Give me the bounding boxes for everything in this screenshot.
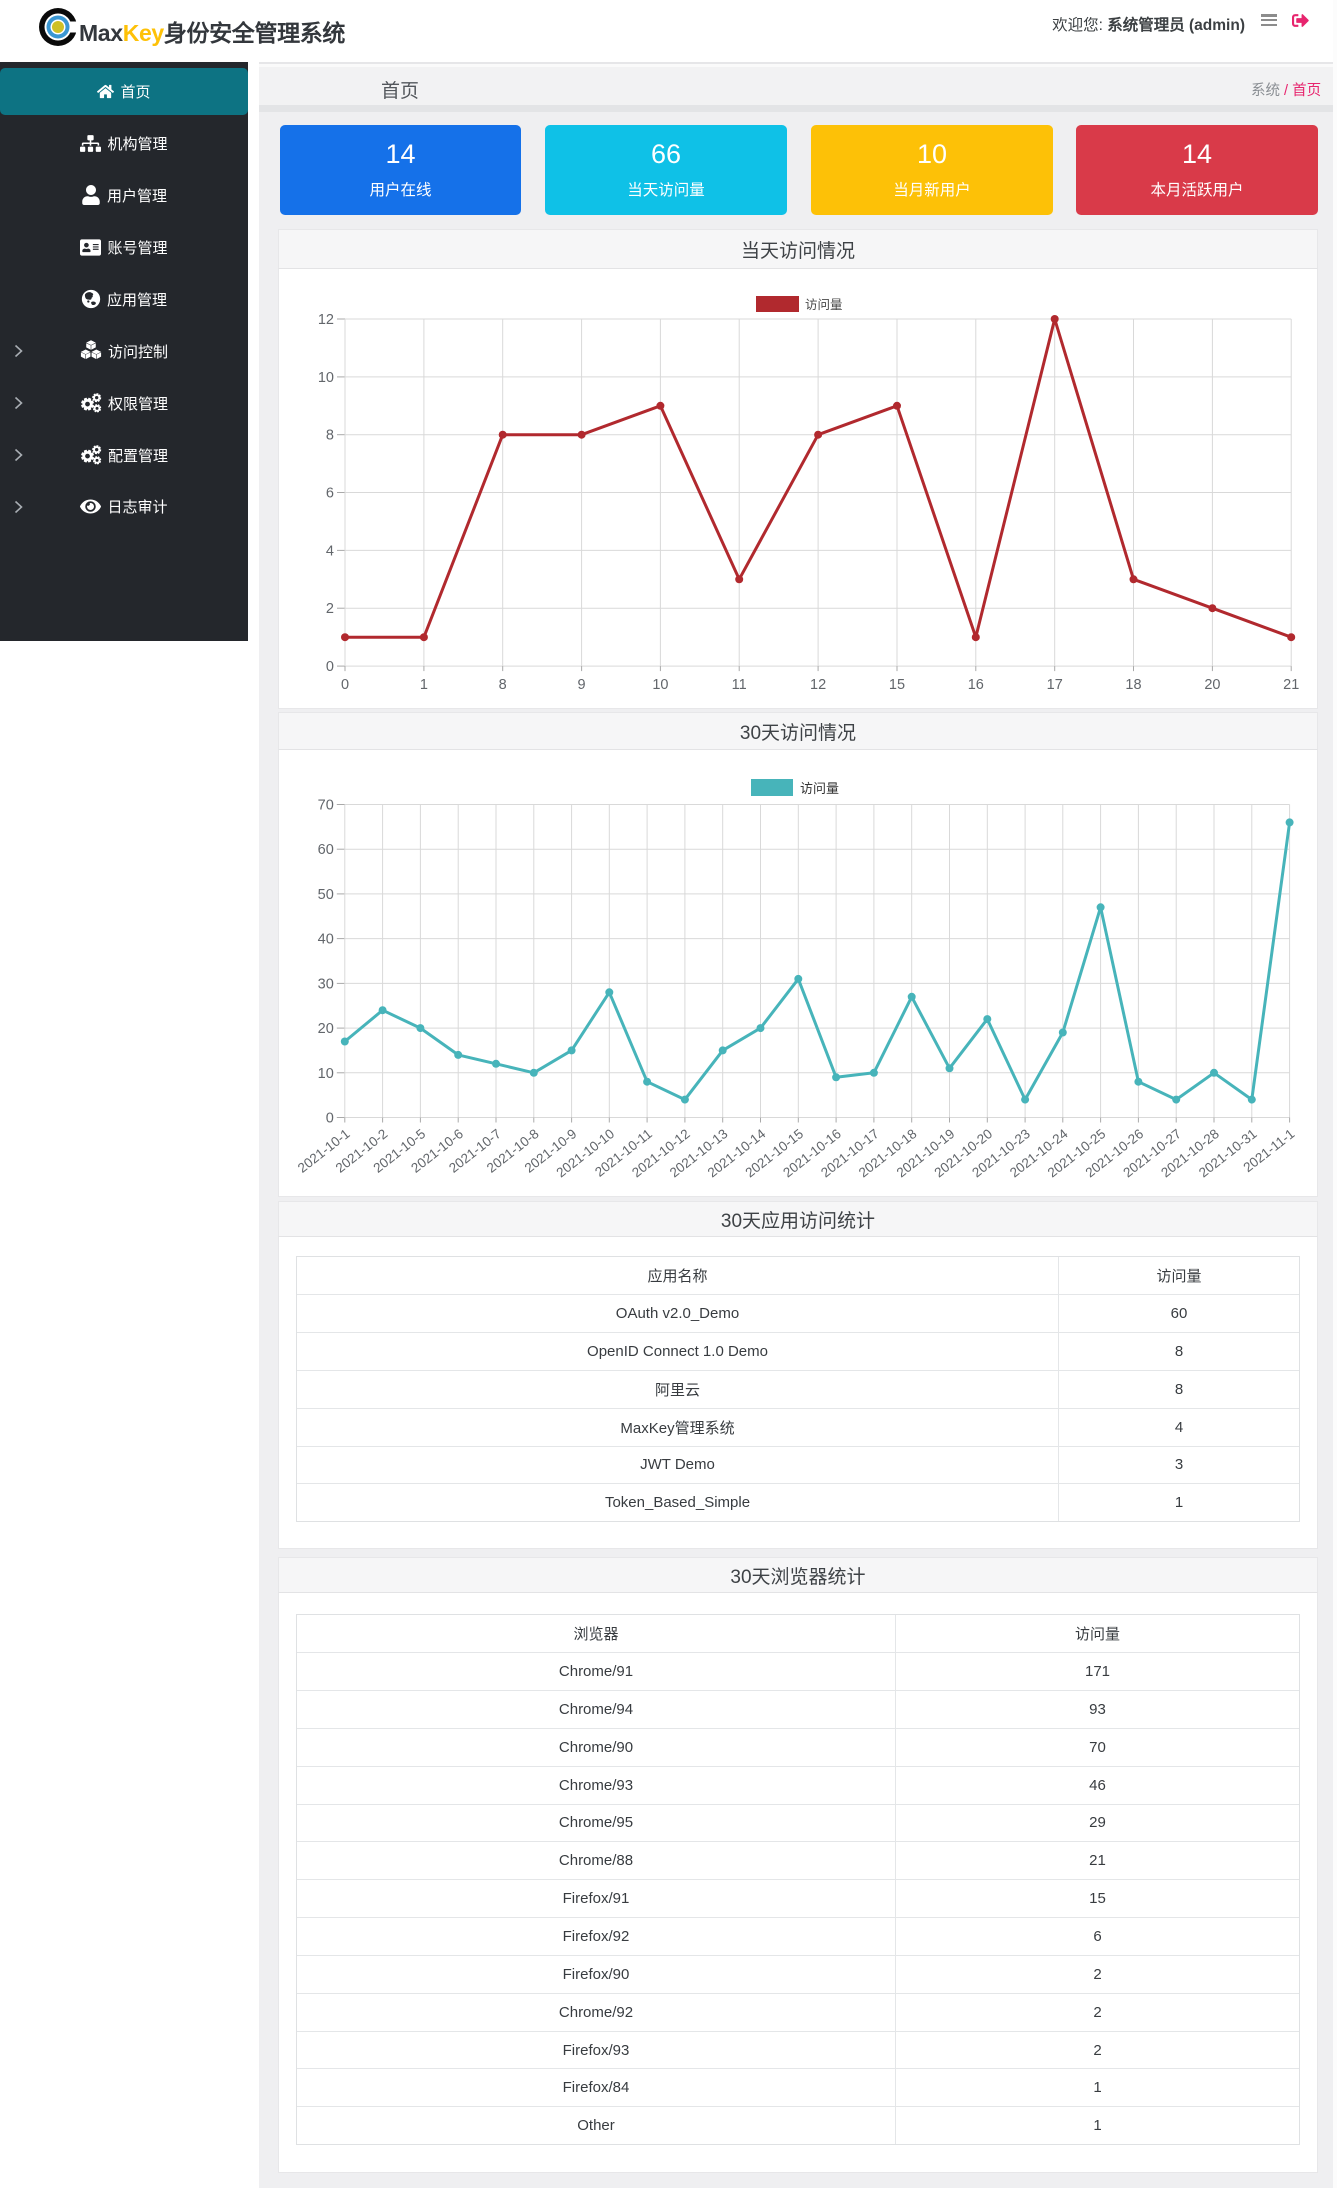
svg-text:0: 0 <box>326 1111 334 1127</box>
svg-text:0: 0 <box>341 677 349 693</box>
svg-text:2: 2 <box>326 601 334 617</box>
svg-text:60: 60 <box>318 842 334 858</box>
svg-text:21: 21 <box>1283 677 1299 693</box>
svg-text:访问量: 访问量 <box>800 781 839 796</box>
svg-text:8: 8 <box>499 677 507 693</box>
svg-text:11: 11 <box>732 677 747 693</box>
svg-text:20: 20 <box>1204 677 1220 693</box>
svg-text:50: 50 <box>318 887 334 903</box>
svg-text:8: 8 <box>326 428 334 444</box>
svg-text:10: 10 <box>318 1066 334 1082</box>
svg-text:16: 16 <box>968 677 984 693</box>
svg-text:40: 40 <box>318 932 334 948</box>
svg-text:12: 12 <box>810 677 826 693</box>
svg-text:20: 20 <box>318 1021 334 1037</box>
svg-text:9: 9 <box>578 677 586 693</box>
svg-text:15: 15 <box>889 677 905 693</box>
svg-text:1: 1 <box>420 677 428 693</box>
svg-text:10: 10 <box>652 677 668 693</box>
svg-text:0: 0 <box>326 659 334 675</box>
svg-text:70: 70 <box>318 798 334 814</box>
svg-text:17: 17 <box>1047 677 1063 693</box>
svg-text:30: 30 <box>318 976 334 992</box>
svg-text:12: 12 <box>318 312 334 328</box>
svg-text:6: 6 <box>326 486 334 502</box>
svg-text:4: 4 <box>326 543 334 559</box>
svg-text:访问量: 访问量 <box>805 298 843 312</box>
svg-text:18: 18 <box>1125 677 1141 693</box>
svg-text:10: 10 <box>318 370 334 386</box>
